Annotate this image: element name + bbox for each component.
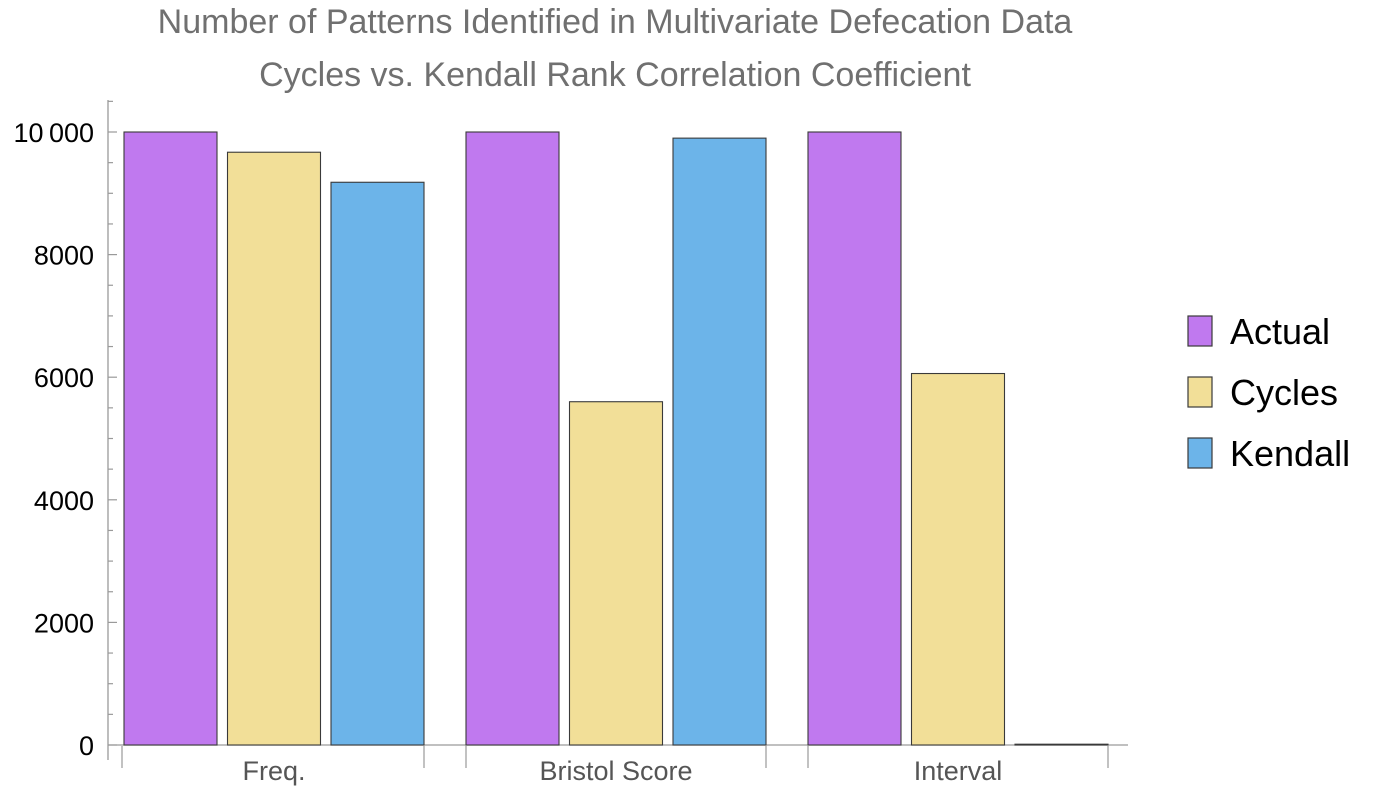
y-tick-label: 6000 bbox=[34, 363, 94, 393]
x-category-label: Freq. bbox=[242, 756, 305, 786]
bar-cycles-2 bbox=[568, 401, 664, 746]
chart-title-group: Number of Patterns Identified in Multiva… bbox=[158, 3, 1073, 94]
y-tick-label: 10 000 bbox=[14, 118, 95, 148]
legend-label: Cycles bbox=[1230, 372, 1338, 413]
bar-cycles-3 bbox=[910, 372, 1006, 746]
bar-actual-1 bbox=[123, 131, 218, 746]
bar-actual-3 bbox=[807, 131, 902, 746]
chart-title: Number of Patterns Identified in Multiva… bbox=[158, 3, 1073, 41]
legend-swatch-actual bbox=[1187, 315, 1213, 347]
bar-kendall-2 bbox=[672, 137, 767, 746]
y-tick-label: 0 bbox=[79, 731, 94, 761]
legend-swatch-cycles bbox=[1187, 376, 1213, 408]
axes: 0 2000 4000 6000 8000 10 000 Freq. Bristol Scor… bbox=[14, 100, 1128, 786]
legend-label: Actual bbox=[1230, 311, 1330, 352]
legend-label: Kendall bbox=[1230, 433, 1350, 474]
y-tick-label: 2000 bbox=[34, 608, 94, 638]
legend-swatch-kendall bbox=[1187, 437, 1213, 469]
legend: Actual Cycles Kendall bbox=[1187, 311, 1350, 474]
y-tick-label: 4000 bbox=[34, 486, 94, 516]
bar-kendall-3 bbox=[1014, 743, 1109, 746]
bar-kendall-1 bbox=[330, 181, 425, 746]
x-category-label: Bristol Score bbox=[539, 756, 692, 786]
y-tick-label: 8000 bbox=[34, 241, 94, 271]
chart-subtitle: Cycles vs. Kendall Rank Correlation Coef… bbox=[259, 56, 971, 94]
bar-actual-2 bbox=[465, 131, 560, 746]
bars bbox=[123, 131, 1109, 746]
x-category-label: Interval bbox=[914, 756, 1003, 786]
bar-cycles-1 bbox=[226, 151, 322, 746]
